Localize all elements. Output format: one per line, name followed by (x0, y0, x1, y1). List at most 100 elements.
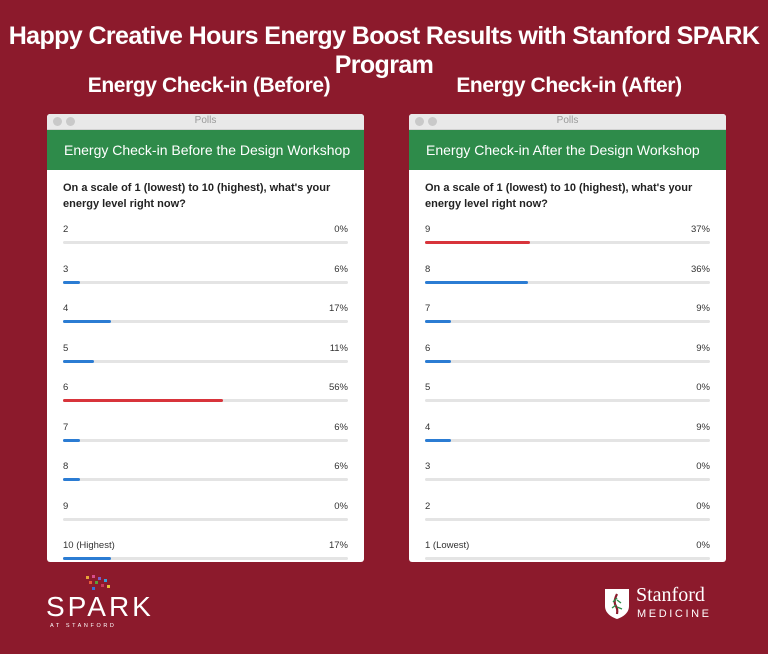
poll-option: 8 6% (63, 461, 348, 500)
poll-option-label: 7 (63, 421, 69, 433)
poll-option-label: 2 (63, 224, 69, 235)
stanford-subtitle: MEDICINE (637, 608, 712, 620)
poll-option-label: 6 (63, 382, 69, 393)
poll-option: 2 0% (425, 501, 710, 540)
poll-option-bar-fill (425, 241, 531, 244)
poll-option-bar-track (63, 320, 348, 323)
poll-option-percent: 0% (696, 461, 710, 472)
poll-option-percent: 6% (334, 461, 348, 472)
spark-subtitle: AT STANFORD (50, 623, 117, 629)
window-titlebar: Polls (47, 114, 364, 130)
poll-option-bar-track (63, 557, 348, 560)
poll-option: 8 36% (425, 264, 710, 303)
poll-window-after: Polls Energy Check-in After the Design W… (409, 114, 726, 562)
poll-option-bar-fill (425, 280, 528, 284)
poll-option-percent: 9% (696, 421, 710, 433)
window-title: Polls (194, 115, 217, 126)
poll-option-bar-track (425, 438, 710, 442)
poll-title: Energy Check-in After the Design Worksho… (409, 130, 726, 170)
poll-option-label: 4 (63, 303, 69, 314)
poll-option-bar-track (63, 438, 348, 442)
stanford-name: Stanford (636, 584, 705, 606)
poll-option: 7 9% (425, 303, 710, 342)
poll-option-bar-fill (425, 438, 451, 442)
poll-option-bar-fill (425, 359, 451, 363)
poll-option: 3 0% (425, 461, 710, 500)
poll-option-label: 3 (425, 461, 431, 472)
spark-name: SPARK (46, 591, 154, 622)
poll-option: 10 (Highest) 17% (63, 540, 348, 562)
poll-option-bar-fill (63, 557, 112, 560)
poll-option-bar-track (63, 241, 348, 244)
poll-option-percent: 0% (334, 500, 348, 512)
poll-option-label: 7 (425, 303, 431, 314)
poll-option-bar-track (425, 478, 710, 481)
spark-logo: SPARK AT STANFORD (46, 575, 161, 635)
poll-option: 4 9% (425, 422, 710, 461)
poll-option-percent: 17% (328, 540, 348, 551)
poll-option-bar-fill (63, 359, 95, 363)
poll-option-bar-fill (63, 280, 81, 284)
poll-option-label: 1 (Lowest) (425, 540, 470, 551)
poll-option-percent: 37% (690, 224, 710, 235)
poll-option-bar-track (425, 241, 710, 244)
poll-option-bar-track (63, 517, 348, 521)
poll-option-label: 3 (63, 263, 69, 275)
poll-option-bar-track (425, 320, 710, 323)
window-titlebar: Polls (409, 114, 726, 130)
spark-dots-icon (86, 575, 110, 590)
poll-option-bar-track (63, 359, 348, 363)
poll-option-label: 5 (63, 342, 69, 354)
poll-option: 1 (Lowest) 0% (425, 540, 710, 562)
poll-option-percent: 6% (334, 263, 348, 275)
poll-option-label: 10 (Highest) (63, 540, 115, 551)
poll-option-label: 5 (425, 382, 431, 393)
poll-option: 9 0% (63, 501, 348, 540)
poll-option: 3 6% (63, 264, 348, 303)
poll-option-label: 2 (425, 500, 431, 512)
poll-option-bar-fill (63, 478, 81, 481)
poll-option-percent: 36% (690, 263, 710, 275)
poll-option: 5 11% (63, 343, 348, 382)
poll-option-bar-track (425, 557, 710, 560)
window-close-dot-icon[interactable] (53, 117, 62, 126)
poll-option: 4 17% (63, 303, 348, 342)
after-panel-heading: Energy Check-in (After) (456, 74, 682, 97)
poll-options-list: 9 37% 8 36% 7 9% 6 9% 5 0% 4 9% 3 0% 2 0% 1 (Lowest) 0% (425, 212, 710, 562)
poll-option-percent: 11% (329, 342, 348, 354)
poll-option: 2 0% (63, 224, 348, 263)
poll-option-label: 9 (63, 500, 69, 512)
poll-option-percent: 56% (328, 382, 348, 393)
poll-option-bar-track (425, 399, 710, 402)
window-minimize-dot-icon[interactable] (428, 117, 437, 126)
poll-option-bar-fill (63, 438, 81, 442)
poll-option-percent: 0% (696, 382, 710, 393)
poll-question: On a scale of 1 (lowest) to 10 (highest)… (425, 182, 693, 210)
poll-option: 6 56% (63, 382, 348, 421)
poll-option-percent: 0% (696, 500, 710, 512)
poll-option-bar-fill (63, 320, 112, 323)
poll-option: 9 37% (425, 224, 710, 263)
poll-title: Energy Check-in Before the Design Worksh… (47, 130, 364, 170)
stanford-shield-icon (605, 589, 629, 619)
poll-option-percent: 6% (334, 421, 348, 433)
poll-option-label: 6 (425, 342, 431, 354)
window-close-dot-icon[interactable] (415, 117, 424, 126)
before-panel-heading: Energy Check-in (Before) (87, 74, 331, 97)
poll-option: 6 9% (425, 343, 710, 382)
poll-option-bar-fill (63, 399, 223, 402)
poll-option-percent: 17% (328, 303, 348, 314)
page-title: Happy Creative Hours Energy Boost Result… (8, 22, 760, 79)
poll-option-bar-track (63, 399, 348, 402)
poll-option-bar-track (63, 478, 348, 481)
poll-option-bar-fill (425, 320, 451, 323)
poll-option-percent: 0% (696, 540, 710, 551)
window-minimize-dot-icon[interactable] (66, 117, 75, 126)
poll-window-before: Polls Energy Check-in Before the Design … (47, 114, 364, 562)
poll-option-bar-track (63, 280, 348, 284)
poll-option-bar-track (425, 359, 710, 363)
poll-option-percent: 9% (696, 303, 710, 314)
poll-option: 7 6% (63, 422, 348, 461)
poll-option-bar-track (425, 517, 710, 521)
poll-option-bar-track (425, 280, 710, 284)
